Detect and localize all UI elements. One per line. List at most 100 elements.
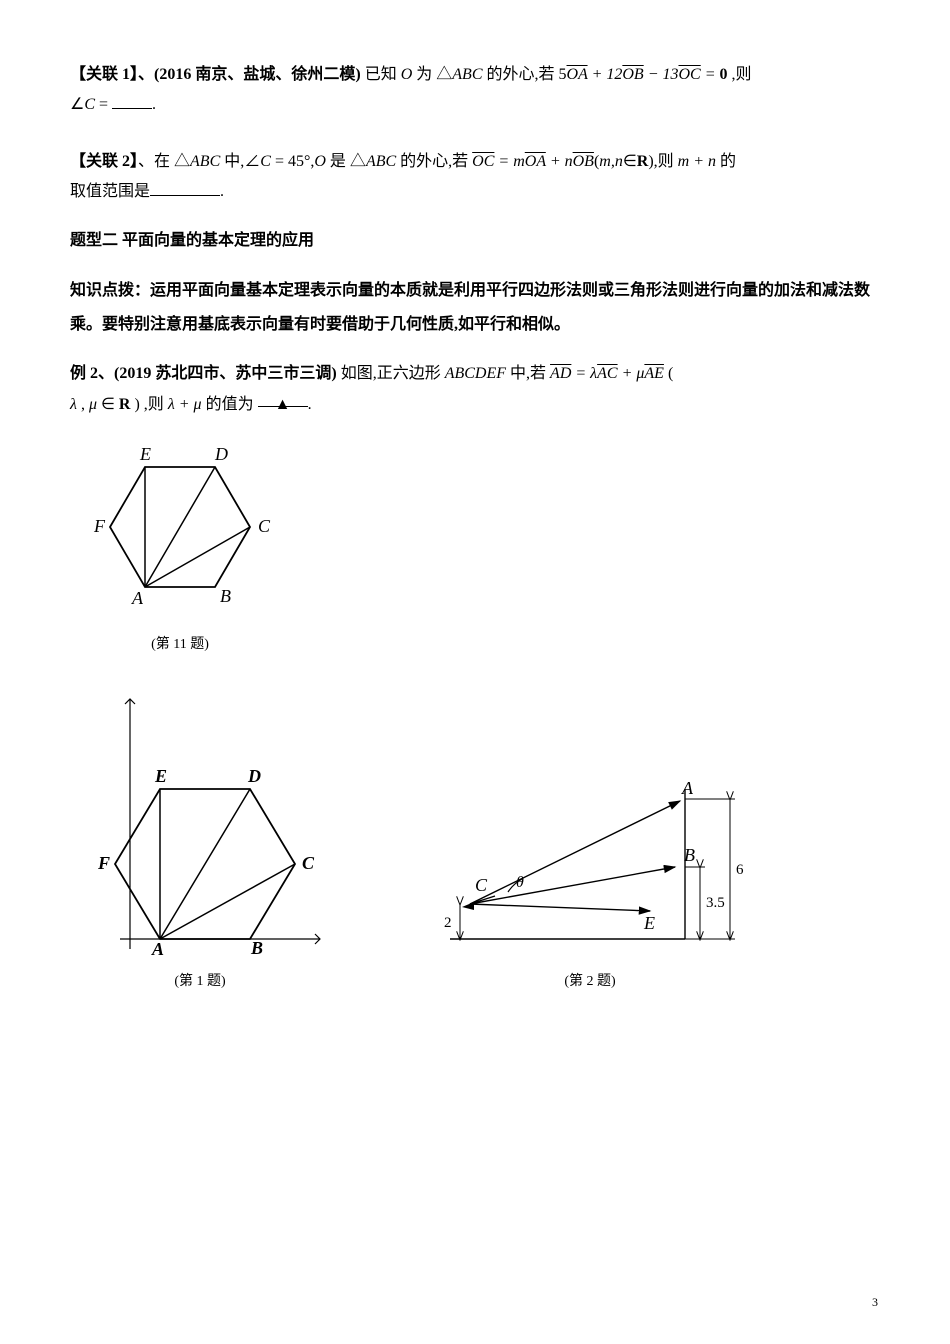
label-C: C [475,875,488,895]
label-C: C [258,516,271,536]
vec-AC: AC [597,365,617,382]
R: R [119,396,131,413]
figure-hexagon-1: E D C B A F (第 11 题) [70,432,880,659]
figure-row: E D C B A F (第 1 题) [70,689,880,996]
txt: ,则 [728,66,752,83]
plus: + [618,365,637,382]
eq: = [494,153,513,170]
figure-hexagon-axes: E D C B A F (第 1 题) [70,689,330,996]
dim-35: 3.5 [706,895,725,911]
n: n [565,153,573,170]
O: O [401,66,413,83]
label-B: B [684,845,695,865]
page-number: 3 [872,1291,878,1314]
txt: 是 △ [326,153,366,170]
ex-num: 例 2 [70,365,98,382]
label-D: D [247,766,261,786]
range-label: 取值范围是 [70,183,150,200]
txt: = [701,66,720,83]
fig1-caption: (第 11 题) [70,632,290,659]
label-A: A [131,588,144,608]
label-E: E [139,444,151,464]
ex-src: 、(2019 苏北四市、苏中三市三调) [98,365,341,382]
mu2: μ [89,396,97,413]
answer-blank[interactable] [150,179,220,197]
related-problem-2: 【关联 2】、在 △ABC 中,∠C = 45°,O 是 △ABC 的外心,若 … [70,147,880,208]
txt: 的 [716,153,736,170]
eq: = [95,96,112,113]
fig2-caption: (第 1 题) [174,969,225,996]
label-E: E [643,913,655,933]
dim-6: 6 [736,862,744,878]
txt: 中,∠ [220,153,260,170]
angle: ∠ [70,96,84,113]
vec-OB: OB [573,153,594,170]
tag: 【关联 2】 [70,153,138,170]
section-title: 题型二 平面向量的基本定理的应用 [70,226,880,256]
txt: 、在 △ [138,153,190,170]
label-F: F [93,516,106,536]
label-B: B [220,586,231,606]
lambda2: λ [70,396,77,413]
ABC2: ABC [366,153,396,170]
figure-vectors: A B E C θ 2 3.5 6 (第 2 题) [430,759,750,996]
paren2: ),则 [648,153,677,170]
period: . [152,96,156,113]
hexagon-svg-1: E D C B A F [70,432,290,632]
label-F: F [97,853,110,873]
section-knowledge: 知识点拨：运用平面向量基本定理表示向量的本质就是利用平行四边形法则或三角形法则进… [70,274,880,341]
example-2: 例 2、(2019 苏北四市、苏中三市三调) 如图,正六边形 ABCDEF 中,… [70,359,880,420]
R: R [637,153,649,170]
hexagon-axes-svg: E D C B A F [70,689,330,969]
C: C [260,153,271,170]
txt: 如图,正六边形 [341,365,445,382]
mn: m,n [599,153,623,170]
m: m [513,153,525,170]
txt: = 45°, [271,153,314,170]
label-C: C [302,853,315,873]
tag: 【关联 1】 [70,66,138,83]
label-A: A [151,939,164,959]
paren: ( [664,365,673,382]
fig3-caption: (第 2 题) [564,969,615,996]
txt: 已知 [365,66,401,83]
O: O [314,153,326,170]
label-B: B [250,938,263,958]
source: 、(2016 南京、盐城、徐州二模) [138,66,365,83]
ABC: ABC [190,153,220,170]
txt: + 12 [588,66,623,83]
answer-blank[interactable] [112,92,152,110]
in: ∈ [97,396,119,413]
comma: , [77,396,89,413]
eq: = [571,365,590,382]
vec-OC: OC [678,66,700,83]
vec-OA: OA [525,153,546,170]
txt: 为 △ [412,66,452,83]
label-D: D [214,444,228,464]
label-theta: θ [516,874,524,891]
m-plus-n: m + n [678,153,716,170]
plus: + [546,153,565,170]
txt: 的外心,若 5 [483,66,567,83]
related-problem-1: 【关联 1】、(2016 南京、盐城、徐州二模) 已知 O 为 △ABC 的外心… [70,60,880,121]
lpu: λ + μ [168,396,202,413]
ABC: ABC [452,66,482,83]
paren2: ) ,则 [130,396,167,413]
vec-OB: OB [622,66,643,83]
vectors-svg: A B E C θ 2 3.5 6 [430,759,750,969]
tail: 的值为 [202,396,258,413]
label-A: A [681,778,694,798]
period: . [220,183,224,200]
hex: ABCDEF [445,365,506,382]
vec-AD: AD [550,365,571,382]
zero: 0 [720,66,728,83]
answer-blank[interactable]: ▲ [258,390,308,408]
label-E: E [154,766,167,786]
period: . [308,396,312,413]
vec-OA: OA [567,66,588,83]
txt: − 13 [644,66,679,83]
txt: 中,若 [506,365,550,382]
txt: 的外心,若 [396,153,472,170]
vec-OC: OC [472,153,494,170]
dim-2: 2 [444,915,452,931]
